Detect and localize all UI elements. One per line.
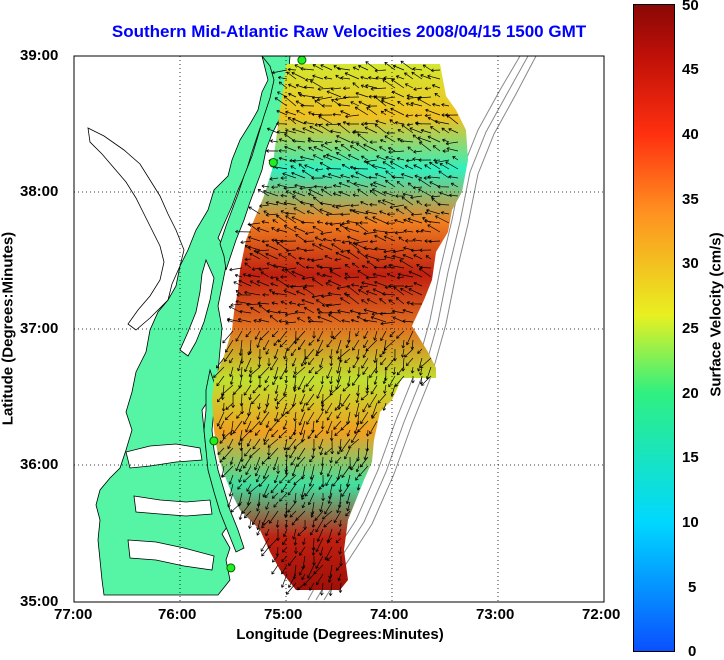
radar-station-marker [210, 437, 218, 445]
y-tick-label: 39:00 [20, 47, 58, 64]
colorbar-tick-label: 45 [682, 61, 699, 78]
x-tick-label: 76:00 [158, 606, 196, 623]
colorbar-tick-label: 40 [682, 126, 699, 143]
colorbar-tick-label: 50 [682, 0, 699, 14]
colorbar-tick-label: 20 [682, 385, 699, 402]
y-tick-label: 37:00 [20, 320, 58, 337]
colorbar-tick-label: 15 [682, 449, 699, 466]
x-tick-label: 73:00 [476, 606, 514, 623]
colorbar-tick-label: 30 [682, 255, 699, 272]
y-tick-label: 38:00 [20, 183, 58, 200]
colorbar [633, 4, 675, 652]
colorbar-tick-label: 0 [688, 643, 696, 660]
x-tick-label: 72:00 [582, 606, 620, 623]
x-tick-label: 74:00 [370, 606, 408, 623]
x-tick-label: 77:00 [54, 606, 92, 623]
colorbar-tick-label: 10 [682, 514, 699, 531]
x-tick-label: 75:00 [264, 606, 302, 623]
y-tick-label: 35:00 [20, 593, 58, 610]
colorbar-tick-label: 5 [688, 579, 696, 596]
y-tick-label: 36:00 [20, 456, 58, 473]
x-axis-label: Longitude (Degrees:Minutes) [140, 626, 540, 643]
colorbar-label: Surface Velocity (cm/s) [708, 195, 724, 435]
radar-station-marker [227, 564, 235, 572]
y-axis-label: Latitude (Degrees:Minutes) [0, 199, 17, 459]
colorbar-tick-label: 25 [682, 320, 699, 337]
radar-station-marker [269, 159, 277, 167]
colorbar-tick-label: 35 [682, 191, 699, 208]
radar-station-marker [298, 56, 306, 64]
